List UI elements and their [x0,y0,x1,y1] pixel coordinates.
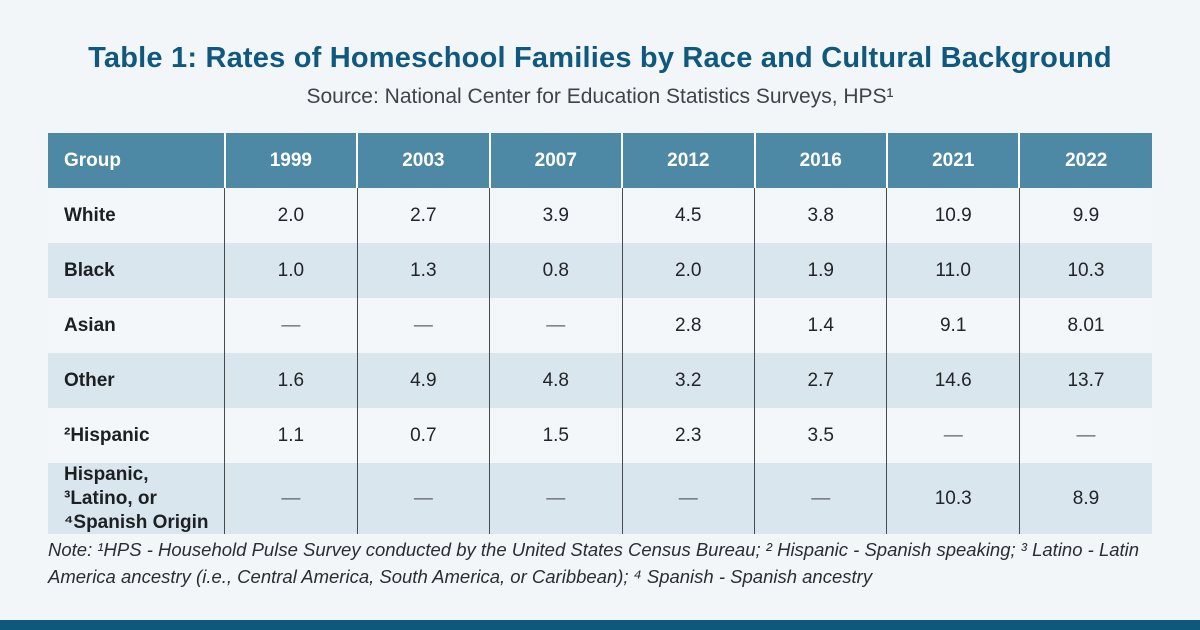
table-row-asian: Asian — — — 2.8 1.4 9.1 8.01 [48,298,1152,353]
cell-value: 1.6 [224,353,358,408]
cell-value: 4.8 [489,353,623,408]
cell-value: 1.1 [224,408,358,463]
cell-value: — [224,463,358,535]
row-label-black: Black [48,243,225,298]
column-header-2022: 2022 [1018,133,1152,188]
table-row-hispanic-latino-spanish: Hispanic, ³Latino, or ⁴Spanish Origin — … [48,463,1152,535]
cell-value: 1.5 [489,408,623,463]
cell-value: 8.9 [1018,463,1152,535]
column-header-2021: 2021 [885,133,1020,188]
cell-value: 9.9 [1018,188,1152,243]
cell-value: 1.4 [753,298,887,353]
cell-value: 2.0 [621,243,755,298]
column-header-group: Group [48,133,225,188]
cell-value: 4.5 [621,188,755,243]
table-row-hispanic: ²Hispanic 1.1 0.7 1.5 2.3 3.5 — — [48,408,1152,463]
cell-value: — [621,463,755,535]
column-header-2012: 2012 [621,133,755,188]
column-header-2016: 2016 [753,133,887,188]
cell-value: 0.8 [489,243,623,298]
cell-value: 8.01 [1018,298,1152,353]
cell-value: 2.7 [356,188,490,243]
cell-value: 3.8 [753,188,887,243]
cell-value: — [753,463,887,535]
cell-value: — [1018,408,1152,463]
footer-accent-bar [0,620,1200,630]
cell-value: 10.3 [1018,243,1152,298]
cell-value: 3.2 [621,353,755,408]
cell-value: — [886,408,1020,463]
footnote: Note: ¹HPS - Household Pulse Survey cond… [48,539,1140,587]
cell-value: 1.0 [224,243,358,298]
cell-value: 13.7 [1018,353,1152,408]
homeschool-rates-table: Group 1999 2003 2007 2012 2016 2021 2022… [48,133,1152,535]
row-label-hispanic: ²Hispanic [48,408,225,463]
table-row-other: Other 1.6 4.9 4.8 3.2 2.7 14.6 13.7 [48,353,1152,408]
table-row-black: Black 1.0 1.3 0.8 2.0 1.9 11.0 10.3 [48,243,1152,298]
cell-value: 3.9 [489,188,623,243]
cell-value: — [356,298,490,353]
table-row-white: White 2.0 2.7 3.9 4.5 3.8 10.9 9.9 [48,188,1152,243]
cell-value: 0.7 [356,408,490,463]
column-header-1999: 1999 [223,133,358,188]
table-title: Table 1: Rates of Homeschool Families by… [88,42,1112,74]
cell-value: 3.5 [753,408,887,463]
cell-value: — [356,463,490,535]
table-header-row: Group 1999 2003 2007 2012 2016 2021 2022 [48,133,1152,188]
cell-value: — [489,463,623,535]
cell-value: 2.3 [621,408,755,463]
cell-value: 4.9 [356,353,490,408]
cell-value: — [489,298,623,353]
cell-value: 2.7 [753,353,887,408]
cell-value: — [224,298,358,353]
cell-value: 1.3 [356,243,490,298]
cell-value: 11.0 [886,243,1020,298]
column-header-2007: 2007 [488,133,623,188]
row-label-hispanic-latino-spanish: Hispanic, ³Latino, or ⁴Spanish Origin [48,463,225,535]
cell-value: 10.3 [886,463,1020,535]
source-line: Source: National Center for Education St… [306,85,894,108]
cell-value: 2.8 [621,298,755,353]
row-label-asian: Asian [48,298,225,353]
cell-value: 9.1 [886,298,1020,353]
cell-value: 14.6 [886,353,1020,408]
row-label-white: White [48,188,225,243]
row-label-other: Other [48,353,225,408]
cell-value: 1.9 [753,243,887,298]
cell-value: 10.9 [886,188,1020,243]
column-header-2003: 2003 [356,133,490,188]
cell-value: 2.0 [224,188,358,243]
